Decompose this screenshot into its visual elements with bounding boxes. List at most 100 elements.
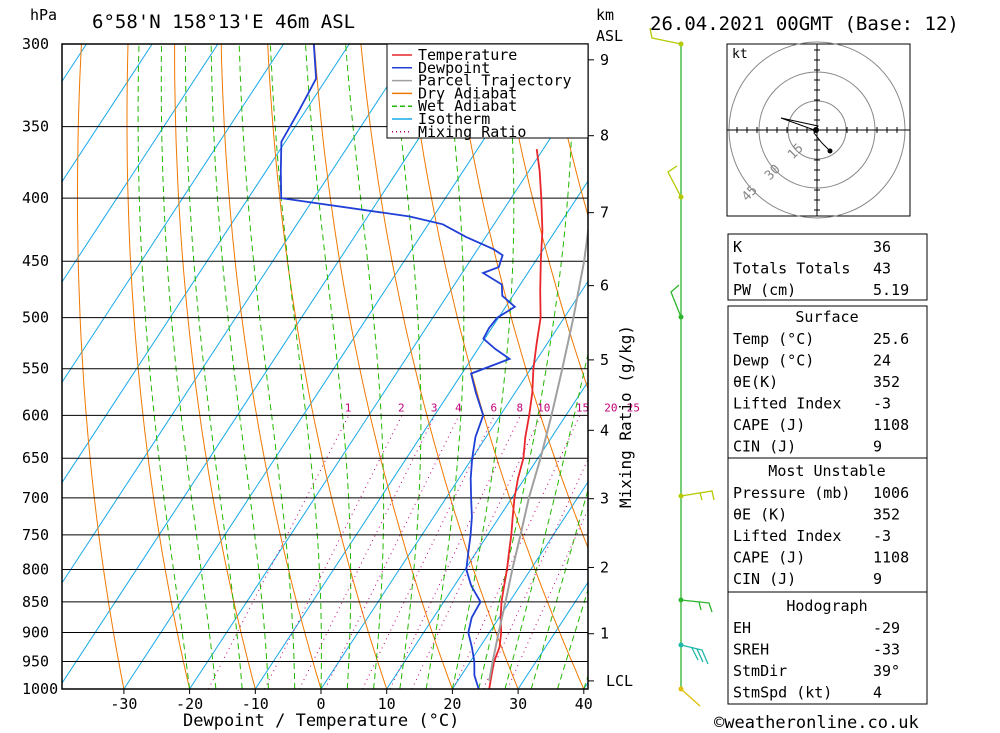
pressure-tick-label: 500 (22, 309, 49, 327)
mixing-ratio-label: 8 (517, 401, 524, 414)
mixing-ratio-line (362, 415, 495, 689)
index-hodo-label: SREH (733, 641, 769, 659)
index-surface-value: 352 (873, 373, 900, 391)
x-tick-label: -20 (176, 695, 203, 713)
asl-unit-label: ASL (596, 27, 623, 45)
mixing-ratio-line (264, 415, 403, 689)
pressure-tick-label: 750 (22, 526, 49, 544)
x-tick-label: -30 (110, 695, 137, 713)
index-surface-label: Temp (°C) (733, 330, 814, 348)
index-basic-value: 43 (873, 260, 891, 278)
surface-title: Surface (795, 308, 858, 326)
pressure-tick-label: 1000 (22, 680, 58, 698)
wet-adiabat-line (160, 44, 217, 689)
mixing-ratio-line (298, 415, 436, 689)
mixing-ratio-axis-label: Mixing Ratio (g/kg) (616, 325, 635, 508)
legend-label: Dewpoint (418, 59, 490, 77)
pressure-tick-label: 900 (22, 624, 49, 642)
isotherm-line (0, 44, 21, 689)
index-mu-value: 9 (873, 570, 882, 588)
isotherm-line (123, 44, 547, 689)
isotherm-line (320, 280, 588, 689)
index-surface-value: 9 (873, 438, 882, 456)
hodograph-title: Hodograph (786, 597, 867, 615)
wet-adiabat-line (210, 44, 269, 689)
mixing-ratio-label: 2 (398, 401, 405, 414)
index-basic-label: PW (cm) (733, 281, 796, 299)
legend-label: Isotherm (418, 110, 490, 128)
x-tick-label: 20 (443, 695, 461, 713)
wet-adiabat-line (504, 351, 588, 689)
index-hodo-label: EH (733, 619, 751, 637)
x-tick-label: 10 (378, 695, 396, 713)
wet-adiabat-line (345, 44, 385, 689)
isotherm-line (62, 44, 350, 484)
dry-adiabat-line (77, 44, 125, 689)
wet-adiabat-line (304, 44, 352, 689)
dry-adiabat-line (966, 44, 1000, 689)
km-tick-label: 1 (600, 625, 609, 643)
km-tick-label: 4 (600, 421, 609, 439)
mixing-ratio-label: 10 (537, 401, 550, 414)
wet-adiabat-line (478, 44, 574, 689)
plot-frame (61, 43, 589, 690)
x-axis-label: Dewpoint / Temperature (°C) (183, 711, 459, 731)
mixing-ratio-line (411, 415, 542, 689)
pressure-tick-label: 400 (22, 189, 49, 207)
index-mu-label: θE (K) (733, 506, 787, 524)
km-tick-label: 3 (600, 490, 609, 508)
index-hodo-value: 4 (873, 684, 882, 702)
legend-box (386, 43, 589, 139)
pressure-tick-label: 950 (22, 653, 49, 671)
mixing-ratio-label: 3 (431, 401, 438, 414)
dry-adiabat-line (920, 44, 1000, 689)
wet-adiabat-line (137, 44, 191, 689)
index-hodo-value: -33 (873, 641, 900, 659)
profile-temperature (488, 148, 544, 689)
pressure-tick-label: 600 (22, 406, 49, 424)
mixing-ratio-label: 6 (491, 401, 498, 414)
date-title: 26.04.2021 00GMT (Base: 12) (650, 13, 959, 35)
km-tick-label: 5 (600, 351, 609, 369)
wet-adiabat-line (238, 44, 296, 689)
index-mu-value: -3 (873, 527, 891, 545)
index-hodo-value: 39° (873, 662, 900, 680)
mixing-ratio-line (452, 415, 581, 689)
profile-parcel-trajectory (488, 224, 588, 682)
index-basic-label: K (733, 238, 742, 256)
index-surface-value: 24 (873, 352, 891, 370)
isotherm-line (451, 481, 588, 689)
x-tick-label: 30 (509, 695, 527, 713)
wet-adiabat-line (557, 588, 588, 689)
index-surface-label: CIN (J) (733, 438, 796, 456)
legend-label: Temperature (418, 46, 517, 64)
pressure-axis: 300 350 400 450 500 550 600 650 700 750 800 850 900 9… (22, 35, 58, 698)
mixing-ratio-label: 20 (604, 401, 617, 414)
index-basic-value: 5.19 (873, 281, 909, 299)
index-hodo-label: StmSpd (kt) (733, 684, 832, 702)
mixing-ratio-line (482, 458, 588, 689)
mixing-ratio-labels: 1 2 3 4 6 8 10 15 20 25 (345, 401, 640, 414)
index-surface-value: -3 (873, 395, 891, 413)
pressure-tick-label: 550 (22, 360, 49, 378)
pressure-tick-label: 300 (22, 35, 49, 53)
km-tick-label: 8 (600, 127, 609, 145)
index-mu-value: 352 (873, 506, 900, 524)
dry-adiabat-line (126, 44, 191, 689)
mixing-ratio-line (389, 415, 521, 689)
pressure-tick-label: 650 (22, 449, 49, 467)
km-tick-label: 9 (600, 51, 609, 69)
isotherm-line (62, 44, 284, 384)
altitude-axis: 1 2 3 4 5 6 7 8 9 LCL (588, 51, 633, 690)
index-hodo-label: StmDir (733, 662, 787, 680)
temperature-axis: -30 -20 -10 0 10 20 30 40 (110, 689, 593, 713)
hodograph: kt 15 30 45 (726, 41, 911, 219)
wet-adiabat-line (425, 44, 465, 689)
isotherm-line (189, 79, 588, 689)
index-hodo-value: -29 (873, 619, 900, 637)
legend-label: Parcel Trajectory (418, 72, 572, 90)
legend-label: Dry Adiabat (418, 84, 517, 102)
km-tick-label: 7 (600, 204, 609, 222)
x-tick-label: -10 (242, 695, 269, 713)
